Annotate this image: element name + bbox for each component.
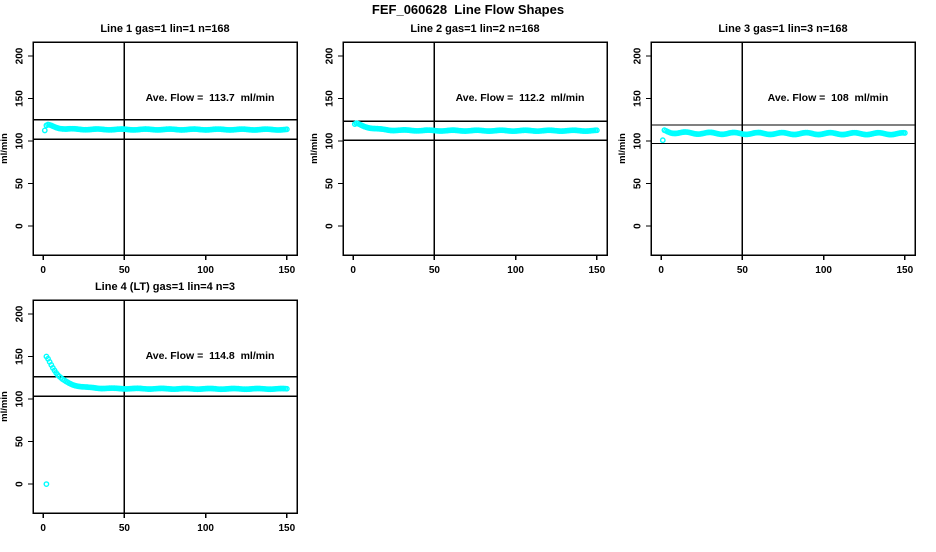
- y-tick-label: 50: [15, 436, 26, 448]
- data-point: [283, 385, 290, 392]
- x-tick-label: 0: [40, 265, 46, 276]
- plot-box: [342, 41, 608, 256]
- subplot-line2: Line 2 gas=1 lin=2 n=168 0 50 100 150 200 0 50…: [310, 14, 621, 294]
- y-axis-label: ml/min: [310, 133, 320, 164]
- subplot-line1: Line 1 gas=1 lin=1 n=168 0 50 100 150 200 0 50…: [0, 14, 311, 294]
- data-point: [593, 127, 600, 134]
- subplot-title: Line 2 gas=1 lin=2 n=168: [410, 23, 540, 35]
- y-axis-label: ml/min: [0, 133, 10, 164]
- x-tick-label: 150: [897, 265, 914, 276]
- plot-canvas: 0 50 100 150 200 0 50 100 150 ml/min: [0, 41, 298, 276]
- data-points: [43, 353, 290, 487]
- y-tick-label: 0: [325, 223, 336, 229]
- data-points: [41, 121, 290, 134]
- subplot-title: Line 1 gas=1 lin=1 n=168: [100, 23, 230, 35]
- plot-box: [32, 41, 298, 256]
- y-tick-label: 150: [15, 348, 26, 365]
- subplot-title: Line 4 (LT) gas=1 lin=4 n=3: [94, 281, 236, 293]
- data-point: [901, 130, 908, 136]
- y-tick-label: 100: [15, 132, 26, 149]
- x-tick-label: 100: [815, 265, 832, 276]
- x-tick-label: 100: [197, 265, 214, 276]
- y-tick-label: 100: [325, 132, 336, 149]
- axes: 0 50 100 150 200 0 50 100 150 ml/min: [310, 41, 608, 276]
- y-tick-label: 200: [325, 47, 336, 64]
- data-point: [283, 126, 290, 133]
- y-tick-label: 100: [15, 390, 26, 407]
- reference-lines: [651, 42, 915, 255]
- x-tick-label: 0: [350, 265, 356, 276]
- y-tick-label: 150: [325, 90, 336, 107]
- x-tick-label: 100: [507, 265, 524, 276]
- y-tick-label: 100: [633, 132, 644, 149]
- x-tick-label: 50: [737, 265, 749, 276]
- y-axis-label: ml/min: [618, 133, 628, 164]
- outlier-point: [41, 127, 48, 134]
- x-tick-label: 50: [119, 523, 131, 534]
- ave-flow-annotation: Ave. Flow = 114.8 ml/min: [145, 350, 275, 362]
- y-tick-label: 150: [15, 90, 26, 107]
- y-tick-label: 50: [325, 178, 336, 190]
- y-tick-label: 200: [15, 305, 26, 322]
- figure-page: { "page": { "title": "FEF_060628 Line Fl…: [0, 2, 929, 534]
- y-tick-label: 150: [633, 90, 644, 107]
- plot-box: [32, 299, 298, 514]
- plot-canvas: 0 50 100 150 200 0 50 100 150 ml/min: [0, 299, 298, 534]
- y-tick-label: 0: [633, 223, 644, 229]
- ave-flow-annotation: Ave. Flow = 113.7 ml/min: [145, 92, 275, 104]
- y-tick-label: 0: [15, 223, 26, 229]
- reference-lines: [343, 42, 607, 255]
- y-tick-label: 50: [633, 178, 644, 190]
- y-axis-label: ml/min: [0, 391, 10, 422]
- outlier-point: [659, 137, 666, 144]
- plot-canvas: 0 50 100 150 200 0 50 100 150 ml/min: [618, 41, 916, 276]
- axes: 0 50 100 150 200 0 50 100 150 ml/min: [618, 41, 916, 276]
- data-points: [351, 120, 600, 135]
- plot-canvas: 0 50 100 150 200 0 50 100 150 ml/min: [310, 41, 608, 276]
- subplot-line3: Line 3 gas=1 lin=3 n=168 0 50 100 150 200 0 50…: [618, 14, 929, 294]
- plot-box: [650, 41, 916, 256]
- x-tick-label: 150: [279, 265, 296, 276]
- axes: 0 50 100 150 200 0 50 100 150 ml/min: [0, 41, 298, 276]
- outlier-point: [43, 481, 50, 487]
- x-tick-label: 50: [429, 265, 441, 276]
- x-tick-label: 50: [119, 265, 131, 276]
- reference-lines: [33, 300, 297, 513]
- main-title: FEF_060628 Line Flow Shapes: [371, 2, 565, 17]
- y-tick-label: 200: [633, 47, 644, 64]
- axes: 0 50 100 150 200 0 50 100 150 ml/min: [0, 299, 298, 534]
- reference-lines: [33, 42, 297, 255]
- x-tick-label: 0: [40, 523, 46, 534]
- y-tick-label: 50: [15, 178, 26, 190]
- ave-flow-annotation: Ave. Flow = 108 ml/min: [767, 92, 889, 104]
- subplot-line4: Line 4 (LT) gas=1 lin=4 n=3 0 50 100 150 200…: [0, 272, 311, 552]
- subplot-title: Line 3 gas=1 lin=3 n=168: [718, 23, 848, 35]
- y-tick-label: 200: [15, 47, 26, 64]
- x-tick-label: 150: [589, 265, 606, 276]
- data-points: [659, 127, 908, 144]
- ave-flow-annotation: Ave. Flow = 112.2 ml/min: [455, 92, 585, 104]
- x-tick-label: 0: [658, 265, 664, 276]
- y-tick-label: 0: [15, 481, 26, 487]
- x-tick-label: 150: [279, 523, 296, 534]
- x-tick-label: 100: [197, 523, 214, 534]
